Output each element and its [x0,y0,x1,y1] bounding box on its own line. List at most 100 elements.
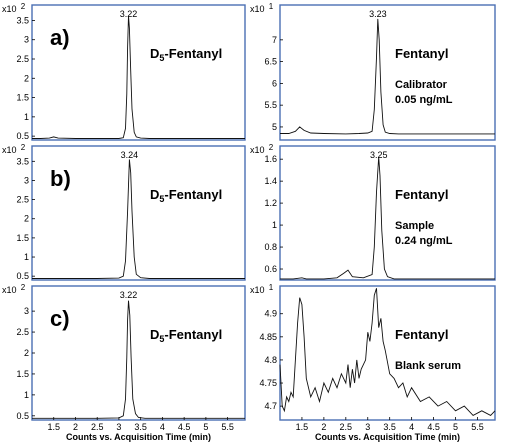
y-tick-label: 2 [24,214,29,224]
peak-time-label: 3.22 [120,290,138,300]
y-scale-exponent: 2 [267,143,274,152]
x-tick-label: 2.5 [91,422,104,432]
y-scale-exponent: 2 [19,2,26,11]
compound-name: Fentanyl [395,187,448,202]
peak-time-label: 3.22 [120,9,138,19]
x-tick-label: 5 [453,422,458,432]
sample-note: 0.05 ng/mL [395,94,453,106]
y-tick-label: 2.5 [16,327,29,337]
y-tick-label: 0.5 [16,411,29,421]
y-tick-label: 1 [24,252,29,262]
chromatogram-trace [279,288,496,416]
compound-name: D5-Fentanyl [150,327,222,344]
compound-name-subscript: 5 [159,194,164,204]
sample-note: Calibrator [395,79,448,91]
y-tick-label: 2.5 [16,54,29,64]
chromatogram-panel: x10 1 5 5.5 6 6.5 7 3.23 Fentanyl Calibrator 0.05… [250,2,496,141]
y-tick-label: 1.5 [16,233,29,243]
compound-name: Fentanyl [395,46,448,61]
chromatogram-panel: x10 20.60.811.21.41.6 3.25FentanylSample0… [250,143,496,281]
x-tick-label: 3 [365,422,370,432]
plot-frame [279,285,496,421]
y-tick-label: 1 [24,112,29,122]
y-scale-exponent: 1 [267,2,274,11]
y-tick-label: 7 [272,35,277,45]
sample-note: Sample [395,220,434,232]
y-scale-label: x10 1 [250,2,274,14]
x-tick-label: 3.5 [134,422,147,432]
chromatogram-panel: x10 2 0.5 1 1.5 2 2.5 3 3.5 3.24 b) D5-Fentanyl [2,143,246,281]
chromatogram-panel: x10 2 0.5 1 1.5 2 2.5 3 3.5 3.22 a) D5-Fentanyl [2,2,246,141]
peak-time-label: 3.24 [121,150,139,160]
chromatogram-panel: x10 2 0.5 1 1.5 2 2.5 3 1.5 2 2.5 3 3.5 4 4.5 5 5.5 Coun… [2,283,246,442]
x-tick-label: 3.5 [383,422,396,432]
plot-frame [279,4,496,141]
panel-label: a) [50,25,70,50]
compound-name-rest: -Fentanyl [164,187,222,202]
compound-name-subscript: 5 [159,334,164,344]
x-tick-label: 2 [321,422,326,432]
y-tick-label: 5.5 [264,100,277,110]
y-tick-label: 2 [24,73,29,83]
x-tick-label: 5.5 [471,422,484,432]
plot-frame [31,285,246,421]
y-tick-label: 6 [272,78,277,88]
peak-time-label: 3.23 [369,9,387,19]
x-axis-label: Counts vs. Acquisition Time (min) [66,432,211,442]
y-tick-label: 1 [272,220,277,230]
sample-note: Blank serum [395,360,461,372]
x-tick-label: 1.5 [296,422,309,432]
chromatogram-panel: x10 1 4.7 4.75 4.8 4.85 4.9 1.5 2 2.5 3 3.5 4 4.5 5 5.… [250,283,496,442]
y-tick-label: 1.2 [264,198,277,208]
plot-frame [31,4,246,141]
x-tick-label: 2 [73,422,78,432]
y-tick-label: 3.5 [16,156,29,166]
y-scale-label: x10 1 [250,283,274,295]
y-tick-label: 2 [24,348,29,358]
compound-name-rest: -Fentanyl [164,327,222,342]
compound-name: Fentanyl [395,327,448,342]
y-tick-label: 4.7 [264,401,277,411]
y-tick-label: 4.8 [264,355,277,365]
plot-frame [31,145,246,281]
panel-label: c) [50,306,70,331]
y-scale-label: x10 2 [2,2,26,14]
sample-note: 0.24 ng/mL [395,235,453,247]
x-axis-label: Counts vs. Acquisition Time (min) [315,432,460,442]
y-tick-label: 1.5 [16,93,29,103]
plot-frame [279,145,496,281]
y-tick-label: 0.5 [16,131,29,141]
y-tick-label: 0.6 [264,264,277,274]
y-scale-label: x10 2 [2,283,26,295]
x-tick-label: 4.5 [427,422,440,432]
x-tick-label: 4 [409,422,414,432]
y-tick-label: 1 [24,390,29,400]
y-scale-exponent: 2 [19,143,26,152]
compound-name: D5-Fentanyl [150,46,222,63]
y-tick-label: 1.5 [16,369,29,379]
x-tick-label: 2.5 [340,422,353,432]
y-tick-label: 3.5 [16,15,29,25]
y-tick-label: 3 [24,35,29,45]
y-scale-label: x10 2 [2,143,26,155]
compound-name-subscript: 5 [159,53,164,63]
y-tick-label: 4.75 [259,378,277,388]
y-tick-label: 4.9 [264,309,277,319]
x-tick-label: 5 [203,422,208,432]
x-tick-label: 1.5 [47,422,60,432]
x-tick-label: 3 [116,422,121,432]
y-tick-label: 6.5 [264,57,277,67]
y-tick-label: 3 [24,306,29,316]
y-tick-label: 3 [24,175,29,185]
y-tick-label: 1.6 [264,154,277,164]
chromatogram-trace [32,300,245,419]
y-tick-label: 0.5 [16,271,29,281]
y-tick-label: 5 [272,122,277,132]
x-tick-label: 5.5 [221,422,234,432]
y-tick-label: 1.4 [264,176,277,186]
peak-time-label: 3.25 [370,150,388,160]
panel-label: b) [50,166,71,191]
y-tick-label: 4.85 [259,332,277,342]
y-scale-exponent: 2 [19,283,26,292]
